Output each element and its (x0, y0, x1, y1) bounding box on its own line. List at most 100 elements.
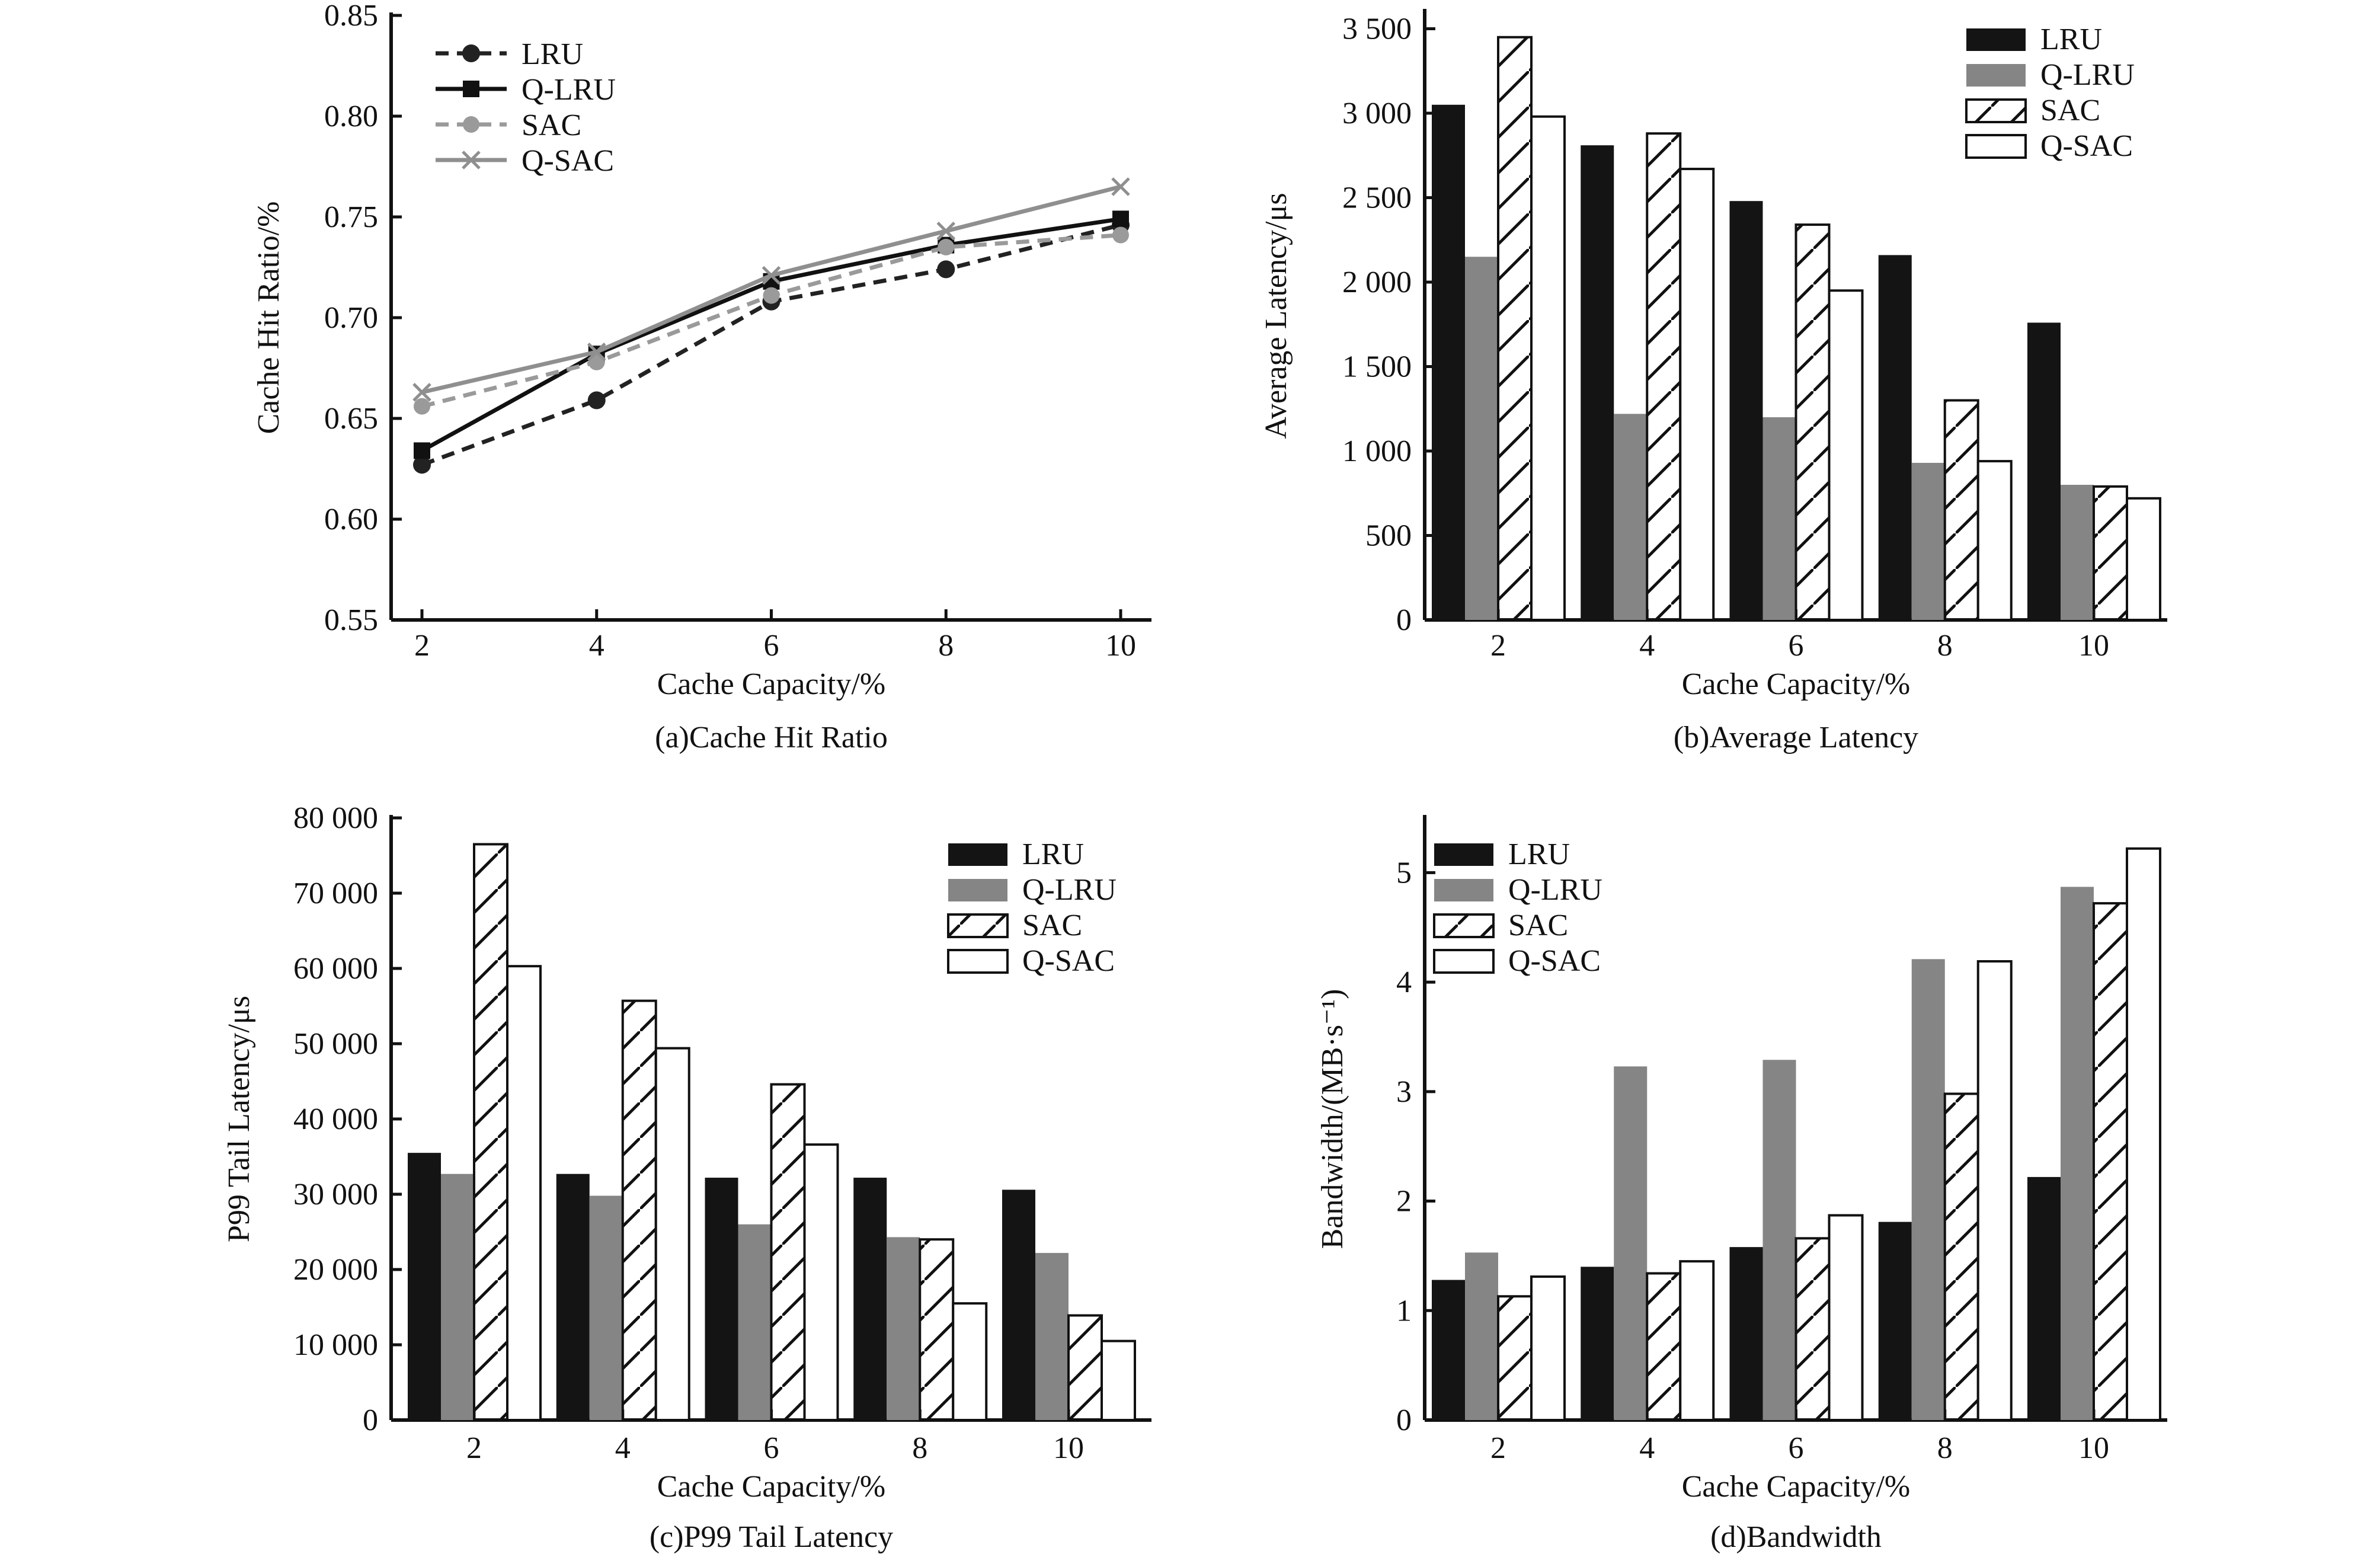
bar-sac (1497, 1295, 1533, 1422)
point (1111, 177, 1130, 196)
chart-panel: 0 500 1 000 1 500 2 000 2 500 3 000 3 500 2 4 6 8 10… (1259, 9, 2167, 754)
legend-label: LRU (522, 37, 583, 71)
y-tick-label: 3 (1396, 1075, 1412, 1109)
legend-label: Q-LRU (2040, 58, 2135, 92)
x-tick-label: 2 (1490, 629, 1506, 663)
y-tick-label: 0.75 (324, 200, 378, 234)
x-tick-label: 4 (1639, 1431, 1655, 1465)
chart-panel: 0.55 0.60 0.65 0.70 0.75 0.80 0.85 2 4 6 8 10 Cache … (252, 0, 1151, 754)
x-tick-label: 4 (615, 1431, 631, 1465)
legend-label: Q-LRU (522, 73, 616, 107)
y-tick-label: 0 (1396, 603, 1412, 637)
point (1112, 226, 1129, 244)
y-tick-label: 0.80 (324, 100, 378, 133)
chart-caption: (d)Bandwidth (1710, 1520, 1882, 1554)
y-axis-label: Average Latency/μs (1259, 193, 1293, 439)
bar-q-sac (506, 965, 542, 1421)
y-tick-label: 0 (363, 1403, 378, 1437)
legend-swatch (1965, 134, 2027, 159)
legend-swatch (1434, 843, 1493, 866)
x-tick-label: 6 (1789, 1431, 1804, 1465)
bar-lru (1432, 104, 1465, 620)
bar-sac (1794, 223, 1831, 622)
y-tick-label: 0.70 (324, 301, 378, 335)
legend-swatch (1966, 28, 2026, 51)
legend-swatch (947, 949, 1009, 974)
bar-sac (1067, 1314, 1103, 1421)
legend-label: SAC (522, 108, 581, 142)
legend-label: Q-SAC (2040, 129, 2133, 163)
bar-lru (2027, 322, 2061, 620)
bar-lru (2027, 1176, 2061, 1420)
legend-label: LRU (1022, 837, 1084, 871)
bar-q-sac (1530, 115, 1566, 621)
series-line-q-lru (421, 216, 1121, 453)
y-tick-label: 1 500 (1342, 350, 1412, 384)
bar-q-sac (1976, 460, 2013, 621)
legend-swatch (1434, 879, 1493, 901)
bar-q-lru (1762, 1060, 1796, 1420)
bar-sac (1943, 1092, 1979, 1421)
x-axis-label: Cache Capacity/% (1682, 667, 1911, 701)
legend-label: SAC (1508, 909, 1568, 942)
bar-q-lru (1614, 1066, 1648, 1420)
point (413, 456, 431, 474)
legend-swatch (948, 879, 1007, 901)
bar-q-sac (1828, 289, 1864, 621)
bar-q-sac (1101, 1339, 1136, 1421)
bar-q-lru (1465, 257, 1498, 620)
bar-q-lru (1762, 417, 1796, 620)
point (462, 44, 480, 62)
bar-q-sac (1976, 960, 2013, 1421)
y-tick-label: 50 000 (293, 1027, 378, 1061)
y-tick-label: 0.65 (324, 402, 378, 436)
x-tick-label: 8 (1937, 1431, 1953, 1465)
bar-sac (1794, 1237, 1831, 1422)
bar-q-sac (654, 1047, 690, 1421)
bar-q-lru (1614, 414, 1648, 620)
bar-lru (1432, 1280, 1465, 1420)
legend-label: LRU (1508, 837, 1570, 871)
bar-q-sac (2126, 847, 2161, 1421)
bar-q-lru (1465, 1252, 1498, 1420)
x-tick-label: 2 (466, 1431, 482, 1465)
x-tick-label: 8 (1937, 629, 1953, 663)
y-tick-label: 0.55 (324, 603, 378, 637)
x-tick-label: 6 (764, 1431, 779, 1465)
bar-lru (1729, 1247, 1763, 1420)
legend-label: Q-LRU (1022, 873, 1117, 907)
bar-q-sac (803, 1143, 839, 1422)
x-axis-label: Cache Capacity/% (1682, 1470, 1911, 1504)
y-tick-label: 10 000 (293, 1328, 378, 1362)
point (462, 151, 481, 170)
y-tick-label: 2 000 (1342, 266, 1412, 299)
y-tick-label: 0 (1396, 1403, 1412, 1437)
legend-label: Q-SAC (1022, 944, 1115, 978)
legend-swatch (948, 843, 1007, 866)
bar-lru (1581, 1267, 1614, 1420)
chart-caption: (a)Cache Hit Ratio (655, 721, 888, 754)
bar-sac (2093, 485, 2128, 621)
x-axis-label: Cache Capacity/% (657, 667, 886, 701)
point (463, 116, 479, 133)
series-line-sac (421, 233, 1121, 408)
point (414, 442, 430, 459)
legend-swatch (1965, 98, 2027, 123)
bar-q-lru (1911, 462, 1945, 620)
bar-lru (408, 1153, 441, 1420)
y-tick-label: 70 000 (293, 877, 378, 910)
y-tick-label: 80 000 (293, 801, 378, 835)
bar-q-sac (1828, 1214, 1864, 1422)
point (938, 239, 955, 255)
legend-swatch (1433, 913, 1495, 938)
bar-q-sac (1679, 1260, 1715, 1422)
x-tick-label: 10 (2078, 629, 2109, 663)
bar-q-lru (1911, 959, 1945, 1420)
bar-q-sac (1530, 1275, 1566, 1422)
x-tick-label: 10 (1105, 629, 1136, 663)
bar-sac (1646, 132, 1682, 621)
y-tick-label: 20 000 (293, 1253, 378, 1287)
legend-label: Q-SAC (522, 144, 614, 178)
chart-panel: 0 1 2 3 4 5 2 4 6 8 10 Cache Capacity/% Bandwidth/(M… (1316, 815, 2167, 1554)
